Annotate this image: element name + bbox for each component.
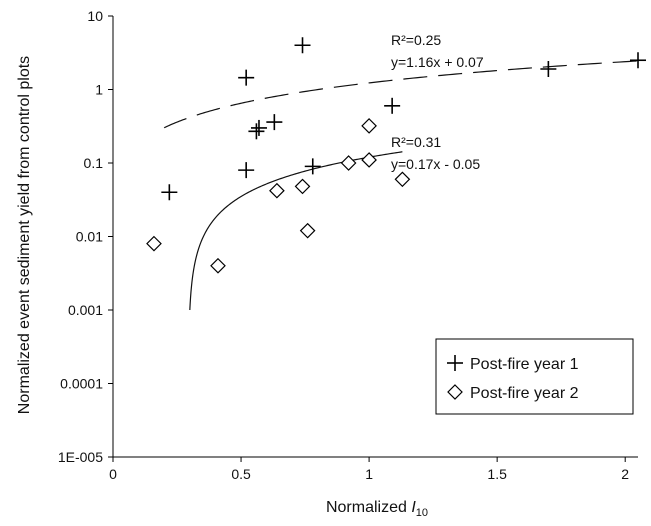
data-point-year2: [340, 155, 357, 171]
data-point-year1: [384, 97, 401, 114]
data-point-year1: [540, 61, 557, 78]
trend-line-year1: [163, 60, 639, 129]
x-tick-label: 1.5: [487, 466, 507, 482]
data-point-year2: [394, 171, 411, 188]
y-tick-label: 0.0001: [60, 376, 103, 392]
fit-annotations: R²=0.25 y=1.16x + 0.07 R²=0.31 y=0.17x - 0.…: [391, 32, 484, 172]
data-point-year1: [304, 158, 321, 175]
data-point-year1: [266, 114, 283, 131]
data-points: [146, 37, 646, 274]
trend-lines: [163, 60, 639, 310]
legend-label-year2: Post-fire year 2: [470, 385, 579, 402]
y-tick-label: 0.1: [84, 155, 104, 171]
data-point-year1: [250, 119, 267, 136]
fit-r2-label: R²=0.25: [391, 32, 441, 48]
x-tick-label: 2: [621, 466, 629, 482]
legend-label-year1: Post-fire year 1: [470, 356, 579, 373]
x-axis-title: Normalized I10: [326, 499, 428, 519]
legend-box: [435, 338, 634, 415]
x-tick-label: 0.5: [231, 466, 251, 482]
y-ticks: 10 1 0.1 0.01 0.001 0.0001 1E-005: [58, 8, 113, 465]
legend: Post-fire year 1 Post-fire year 2: [435, 338, 634, 415]
y-tick-label: 1E-005: [58, 449, 103, 465]
data-point-year1: [248, 123, 265, 140]
legend-diamond-icon: [447, 384, 463, 400]
data-point-year1: [238, 69, 255, 86]
x-axis-title-text: Normalized: [326, 499, 411, 516]
y-tick-label: 0.001: [68, 302, 103, 318]
x-ticks: 0 0.5 1 1.5 2: [109, 457, 629, 482]
legend-plus-icon: [447, 355, 463, 371]
data-point-year2: [294, 178, 311, 195]
x-axis-title-subscript: 10: [416, 507, 428, 519]
data-point-year2: [146, 235, 162, 252]
legend-marker-diamond: [447, 384, 463, 400]
data-point-year2: [361, 152, 377, 168]
fit-equation-label: y=1.16x + 0.07: [391, 54, 484, 70]
data-point-year1: [630, 52, 646, 69]
data-point-year1: [238, 162, 255, 179]
y-tick-label: 1: [95, 82, 103, 98]
data-point-year2: [299, 222, 316, 239]
data-point-year2: [361, 118, 377, 134]
x-tick-label: 1: [365, 466, 373, 482]
y-tick-label: 10: [87, 8, 103, 24]
data-point-year2: [269, 182, 285, 199]
fit-equation-label: y=0.17x - 0.05: [391, 156, 480, 172]
data-point-year1: [294, 37, 311, 54]
fit-r2-label: R²=0.31: [391, 134, 441, 150]
trend-line-year2: [189, 151, 403, 310]
y-tick-label: 0.01: [76, 229, 103, 245]
y-axis-title: Normalized event sediment yield from con…: [16, 56, 33, 414]
data-point-year2: [210, 257, 226, 274]
x-axis-title-variable: I: [411, 499, 416, 516]
data-point-year1: [161, 184, 178, 201]
x-tick-label: 0: [109, 466, 117, 482]
legend-marker-plus: [447, 355, 463, 371]
